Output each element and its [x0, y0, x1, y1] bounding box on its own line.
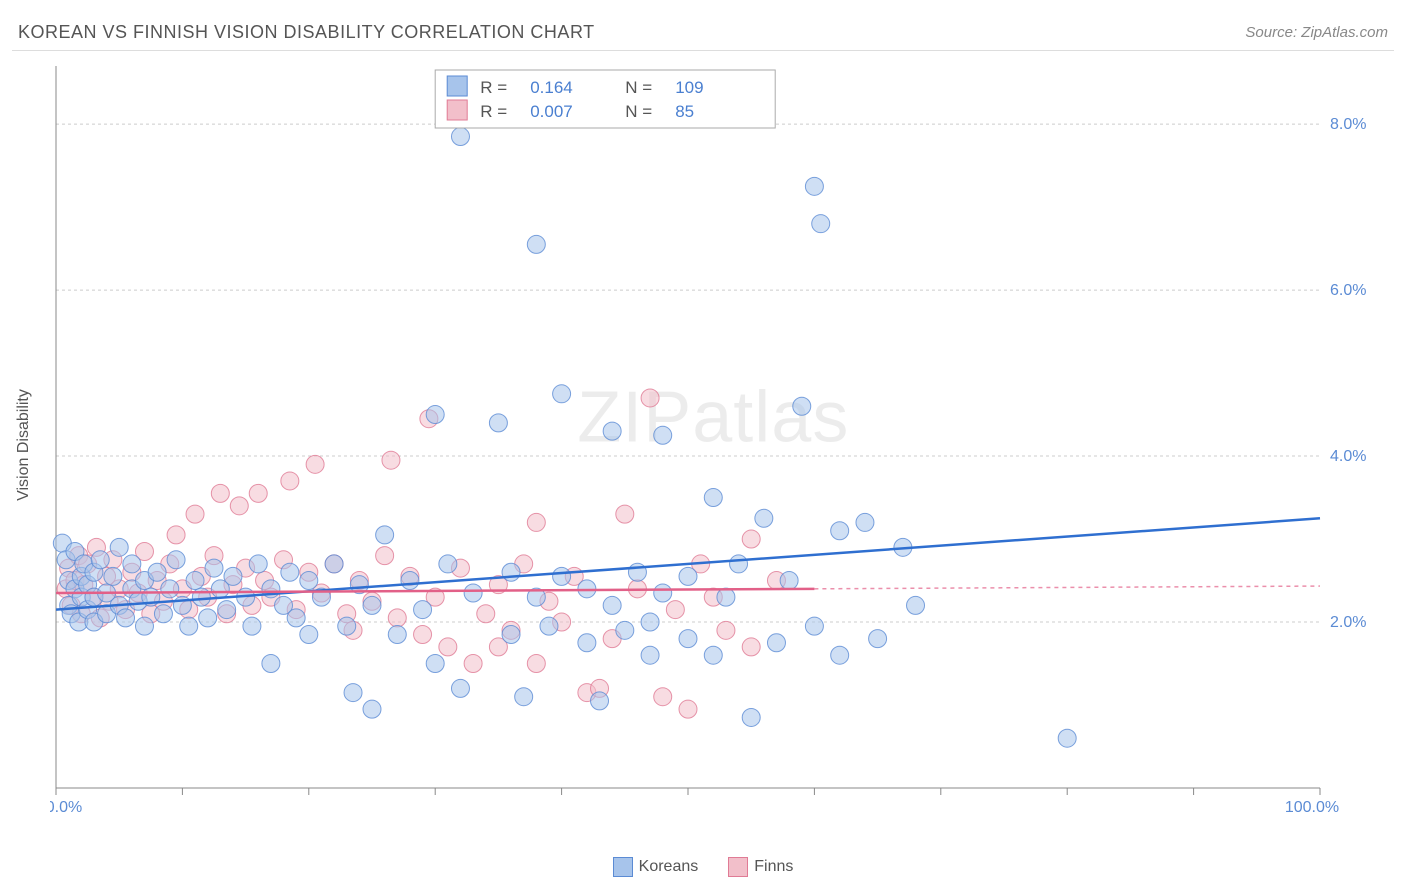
svg-text:0.164: 0.164	[530, 78, 573, 97]
legend-swatch-finns	[728, 857, 748, 877]
svg-text:R =: R =	[480, 78, 507, 97]
svg-text:N =: N =	[625, 78, 652, 97]
chart-title: KOREAN VS FINNISH VISION DISABILITY CORR…	[18, 22, 595, 43]
legend-label-finns: Finns	[754, 858, 793, 875]
header-divider	[12, 50, 1394, 51]
svg-text:0.0%: 0.0%	[50, 799, 82, 816]
svg-text:109: 109	[675, 78, 703, 97]
source-credit: Source: ZipAtlas.com	[1245, 24, 1388, 41]
source-prefix: Source:	[1245, 24, 1301, 41]
svg-text:4.0%: 4.0%	[1330, 448, 1366, 465]
svg-text:R =: R =	[480, 102, 507, 121]
legend-item-koreans: Koreans	[613, 857, 699, 877]
legend-label-koreans: Koreans	[639, 858, 699, 875]
svg-text:2.0%: 2.0%	[1330, 614, 1366, 631]
legend-swatch-koreans	[613, 857, 633, 877]
svg-text:N =: N =	[625, 102, 652, 121]
y-axis-label: Vision Disability	[14, 60, 34, 830]
svg-text:6.0%: 6.0%	[1330, 282, 1366, 299]
svg-text:0.007: 0.007	[530, 102, 573, 121]
svg-text:ZIPatlas: ZIPatlas	[577, 377, 849, 457]
y-axis-label-text: Vision Disability	[15, 389, 33, 501]
chart-area: 2.0% 4.0% 6.0% 8.0% 0.0% 100.0% ZIPatlas R = 0.1…	[50, 60, 1380, 830]
source-name: ZipAtlas.com	[1301, 24, 1388, 41]
bottom-legend: Koreans Finns	[0, 857, 1406, 877]
svg-text:8.0%: 8.0%	[1330, 116, 1366, 133]
chart-header: KOREAN VS FINNISH VISION DISABILITY CORR…	[18, 22, 1388, 43]
svg-text:100.0%: 100.0%	[1285, 799, 1339, 816]
svg-text:85: 85	[675, 102, 694, 121]
legend-item-finns: Finns	[728, 857, 793, 877]
scatter-plot: 2.0% 4.0% 6.0% 8.0% 0.0% 100.0% ZIPatlas R = 0.1…	[50, 60, 1380, 830]
